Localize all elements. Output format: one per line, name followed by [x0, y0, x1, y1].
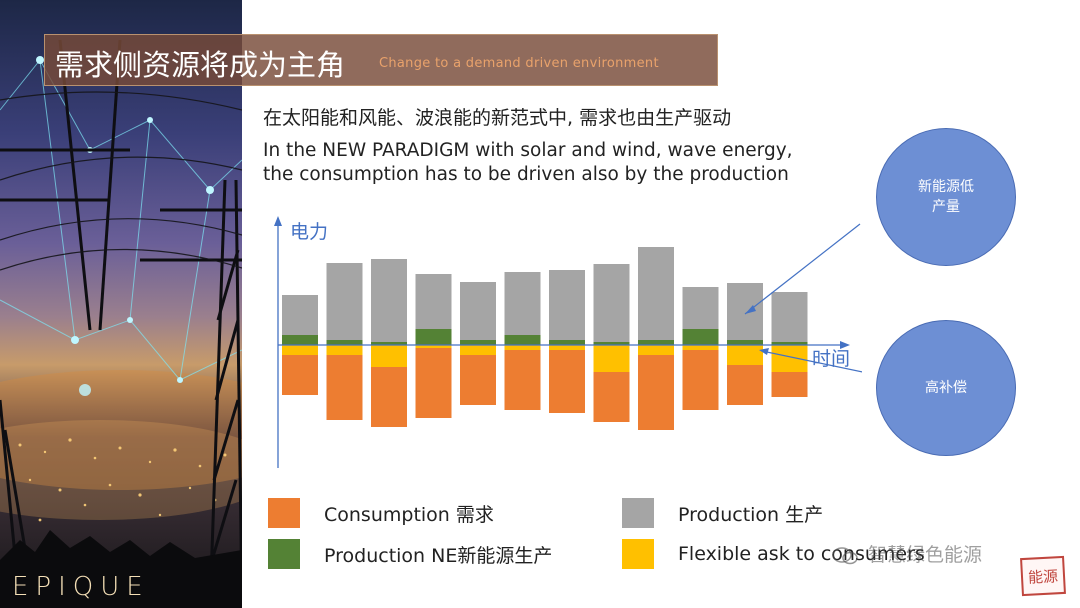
bar-flexible-11	[727, 345, 763, 365]
bar-flexible-8	[593, 345, 630, 372]
legend-swatch-production	[622, 498, 654, 528]
y-axis-label: 电力	[290, 221, 328, 243]
legend-swatch-consumption	[268, 498, 300, 528]
bar-production-10	[682, 287, 719, 329]
bar-flexible-10	[682, 345, 719, 350]
bar-production-3	[371, 259, 407, 342]
bar-production-11	[727, 283, 763, 340]
bar-production-4	[415, 274, 452, 329]
pointer-low-production-arrow	[745, 305, 756, 314]
bar-production-ne-10	[682, 329, 719, 345]
bar-production-1	[282, 295, 318, 335]
wechat-icon	[832, 546, 858, 564]
bar-production-7	[549, 270, 585, 340]
seal-stamp: 能源	[1020, 555, 1066, 597]
bar-production-ne-9	[638, 340, 674, 345]
description-en-line2: the consumption has to be driven also by…	[263, 164, 789, 185]
x-axis-arrow	[840, 341, 850, 349]
legend-label-production: Production 生产	[678, 503, 824, 526]
bar-flexible-9	[638, 345, 674, 355]
legend-production-ne: Production NE新能源生产	[268, 539, 552, 569]
bar-flexible-3	[371, 345, 407, 367]
legend-swatch-flexible	[622, 539, 654, 569]
bar-production-12	[771, 292, 808, 342]
bar-consumption-2	[326, 355, 363, 420]
y-axis-arrow	[274, 216, 282, 226]
bar-production-9	[638, 247, 674, 340]
bar-production-ne-11	[727, 340, 763, 345]
bar-production-6	[504, 272, 541, 335]
bar-consumption-12	[771, 372, 808, 397]
description-en-line1: In the NEW PARADIGM with solar and wind,…	[263, 140, 793, 161]
bar-flexible-1	[282, 345, 318, 355]
bar-flexible-7	[549, 345, 585, 350]
legend-label-flexible: Flexible ask to consumers	[678, 543, 925, 565]
bar-consumption-11	[727, 365, 763, 405]
bar-production-ne-3	[371, 342, 407, 345]
bubble-high-compensation: 高补偿	[876, 320, 1016, 456]
brand-logo: EPIQUE	[12, 572, 150, 602]
page-subtitle-en: Change to a demand driven environment	[379, 56, 659, 71]
legend-production: Production 生产	[622, 498, 823, 528]
bar-production-ne-12	[771, 342, 808, 345]
x-axis-label: 时间	[812, 348, 850, 370]
watermark-text: 智慧绿色能源	[868, 544, 983, 566]
bar-production-ne-7	[549, 340, 585, 345]
bar-flexible-12	[771, 345, 808, 372]
bar-production-5	[460, 282, 496, 340]
bar-consumption-8	[593, 372, 630, 422]
bubble-low-production-label: 新能源低 产量	[918, 179, 974, 215]
bar-consumption-7	[549, 350, 585, 413]
watermark: 智慧绿色能源	[832, 540, 982, 567]
pointer-high-compensation	[761, 350, 862, 373]
bar-production-ne-4	[415, 329, 452, 345]
bar-production-ne-1	[282, 335, 318, 345]
bar-production-ne-6	[504, 335, 541, 345]
description-en: In the NEW PARADIGM with solar and wind,…	[263, 139, 863, 187]
page-title: 需求侧资源将成为主角	[55, 48, 346, 82]
bar-consumption-1	[282, 355, 318, 395]
legend-label-production-ne: Production NE新能源生产	[324, 544, 553, 567]
title-bar: 需求侧资源将成为主角 Change to a demand driven env…	[44, 34, 718, 86]
bar-consumption-3	[371, 367, 407, 427]
bar-production-8	[593, 264, 630, 342]
bar-consumption-10	[682, 350, 719, 410]
bubble-high-compensation-label: 高补偿	[925, 380, 967, 396]
bar-production-ne-5	[460, 340, 496, 345]
description-cn: 在太阳能和风能、波浪能的新范式中, 需求也由生产驱动	[263, 107, 732, 129]
pointer-high-compensation-arrow	[759, 348, 769, 355]
bar-flexible-4	[415, 345, 452, 348]
bar-consumption-4	[415, 348, 452, 418]
bar-production-ne-2	[326, 340, 363, 345]
bubble-low-production: 新能源低 产量	[876, 128, 1016, 266]
legend-flexible: Flexible ask to consumers	[622, 539, 925, 569]
bar-production-2	[326, 263, 363, 340]
legend-consumption: Consumption 需求	[268, 498, 494, 528]
bar-consumption-6	[504, 350, 541, 410]
pointer-low-production	[744, 223, 861, 315]
bar-consumption-5	[460, 355, 496, 405]
power-line-photo: EPIQUE	[0, 0, 242, 608]
pylon-illustration	[0, 39, 242, 608]
bar-flexible-6	[504, 345, 541, 350]
legend-label-consumption: Consumption 需求	[324, 503, 494, 526]
bar-production-ne-8	[593, 342, 630, 345]
legend-swatch-production-ne	[268, 539, 300, 569]
bar-flexible-2	[326, 345, 363, 355]
bar-flexible-5	[460, 345, 496, 355]
bar-consumption-9	[638, 355, 674, 430]
